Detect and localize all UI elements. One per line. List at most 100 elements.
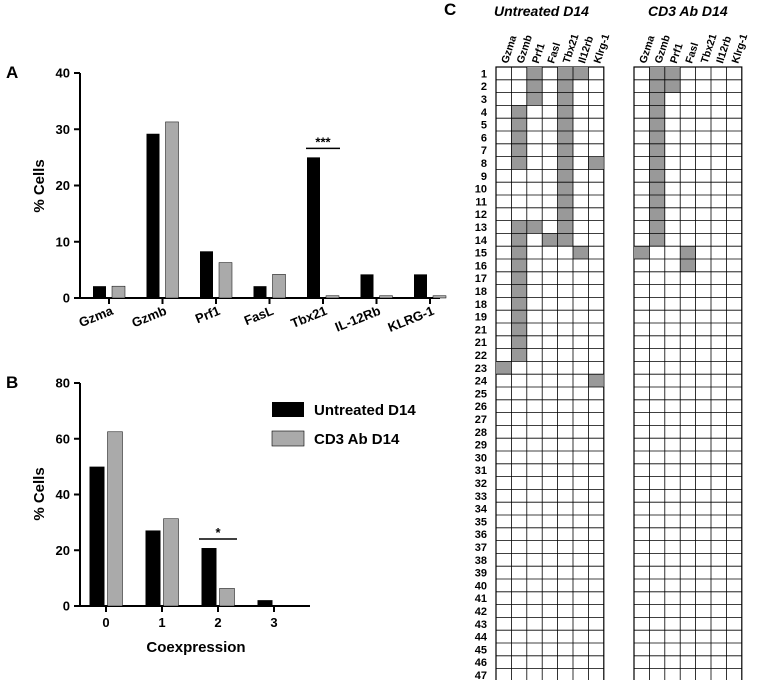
- legend-label-untreated: Untreated D14: [314, 402, 416, 419]
- grid-cell-filled: [649, 207, 665, 221]
- grid-row-label: 16: [475, 260, 487, 272]
- grid-row-label: 28: [475, 427, 487, 439]
- grid-cell-filled: [649, 156, 665, 170]
- chart-a-bar-untreated-fasl: [253, 286, 267, 298]
- chart-a-bar-cd3-il-12rb: [379, 295, 393, 299]
- grid-row-label: 5: [481, 120, 487, 132]
- chart-a-xtick-label: Gzmb: [130, 303, 169, 330]
- grid-row-label: 12: [475, 209, 487, 221]
- grid-cell-filled: [649, 92, 665, 106]
- grid-cell-filled: [557, 156, 573, 170]
- grid-cell-filled: [511, 310, 527, 323]
- grid-cell-filled: [649, 220, 665, 234]
- grid-cell-filled: [649, 79, 665, 93]
- panel-label-b: B: [6, 373, 18, 392]
- grid-row-label: 3: [481, 94, 487, 106]
- grid-cell-filled: [557, 182, 573, 195]
- chart-b-bar-cd3-1: [163, 518, 179, 607]
- grid-row-label: 27: [475, 414, 487, 426]
- grid-cell-filled: [649, 182, 665, 195]
- grid-row-label: 9: [481, 171, 487, 183]
- chart-b-xtick-label: 2: [214, 615, 221, 630]
- grid-cell-filled: [557, 207, 573, 221]
- grid-row-label: 36: [475, 529, 487, 541]
- grid-cell-filled: [557, 220, 573, 234]
- chart-b-xtick-label: 0: [102, 615, 109, 630]
- grid-cell-filled: [511, 335, 527, 349]
- grid-cell-filled: [511, 259, 527, 272]
- chart-b-xtick-label: 1: [158, 615, 165, 630]
- legend-label-cd3: CD3 Ab D14: [314, 431, 400, 448]
- grid-row-label: 7: [481, 145, 487, 157]
- grid-row-label: 6: [481, 132, 487, 144]
- panel-label-c: C: [444, 0, 456, 19]
- grid-row-label: 44: [475, 632, 488, 644]
- grid-row-label: 17: [475, 273, 487, 285]
- grid-title-cd3: CD3 Ab D14: [648, 3, 728, 19]
- chart-a-bar-cd3-prf1: [218, 262, 233, 299]
- grid-row-label: 37: [475, 542, 487, 554]
- chart-a-xtick-label: Gzma: [77, 303, 116, 330]
- grid-cell-filled: [511, 246, 527, 259]
- chart-b-bar-untreated-3: [257, 600, 273, 606]
- grid-cell-filled: [511, 118, 527, 131]
- grid-cell-filled: [511, 323, 527, 336]
- grid-cell-filled: [511, 156, 527, 170]
- chart-a-bar-untreated-gzmb: [146, 133, 160, 298]
- chart-c: Untreated D14 CD3 Ab D14 GzmaGzmbPrf1Fas…: [475, 3, 751, 680]
- chart-b-ytick-label: 80: [56, 376, 70, 391]
- grid-cell-filled: [511, 297, 527, 311]
- chart-a-bar-untreated-tbx21: [307, 157, 320, 298]
- grid-cell-filled: [511, 284, 527, 298]
- grid-cell-filled: [542, 233, 558, 247]
- grid-row-label: 11: [475, 196, 487, 208]
- chart-a-bar-untreated-prf1: [200, 251, 213, 298]
- legend-swatch-cd3: [271, 430, 305, 447]
- grid-cell-filled: [557, 79, 573, 93]
- chart-a-bar-cd3-gzmb: [165, 121, 179, 299]
- chart-a-bar-untreated-klrg-1: [414, 274, 427, 298]
- grid-row-label: 32: [475, 478, 487, 490]
- grid-cell-filled: [511, 233, 527, 247]
- chart-a-bar-untreated-gzma: [93, 286, 106, 298]
- chart-a-ytick-label: 30: [56, 122, 70, 137]
- grid-cell-filled: [557, 118, 573, 131]
- chart-b-legend: Untreated D14 CD3 Ab D14: [271, 402, 416, 448]
- grid-row-label: 21: [475, 337, 487, 349]
- chart-a: 0 10 20 30 40 Gzma Gzmb Prf1 FasL Tbx21 IL-12Rb KL…: [31, 66, 447, 335]
- grid-row-label: 8: [481, 158, 487, 170]
- grid-row-label: 24: [475, 376, 488, 388]
- grid-cell-filled: [649, 169, 665, 183]
- grid-cell-filled: [526, 67, 543, 80]
- grid-cell-filled: [649, 233, 665, 247]
- grid-row-label: 31: [475, 465, 487, 477]
- chart-a-bar-cd3-tbx21: [325, 295, 340, 299]
- grid-row-label: 26: [475, 401, 487, 413]
- grid-row-label: 40: [475, 580, 487, 592]
- grid-cell-filled: [634, 246, 650, 259]
- grid-cell-filled: [496, 361, 512, 375]
- panel-label-a: A: [6, 63, 18, 82]
- grid-cell-filled: [557, 92, 573, 106]
- chart-b-significance-label: *: [215, 525, 221, 540]
- chart-a-ytick-label: 10: [56, 234, 70, 249]
- chart-b-y-label: % Cells: [31, 467, 48, 520]
- grid-row-label: 10: [475, 184, 487, 196]
- chart-a-xtick-label: IL-12Rb: [333, 303, 383, 335]
- grid-row-label: 35: [475, 516, 487, 528]
- grid-cell-filled: [557, 233, 573, 247]
- grid-cell-filled: [526, 79, 543, 93]
- grid-cell-filled: [649, 195, 665, 208]
- grid-row-label: 39: [475, 568, 487, 580]
- grid-cell-filled: [526, 92, 543, 106]
- grid-cell-filled: [557, 143, 573, 157]
- grid-cell-filled: [557, 105, 573, 119]
- grid-cell-filled: [511, 105, 527, 119]
- chart-b-xtick-label: 3: [270, 615, 277, 630]
- grid-column-label: Klrg-1: [730, 32, 751, 65]
- chart-a-xtick-label: KLRG-1: [386, 303, 436, 335]
- grid-cell-filled: [511, 348, 527, 362]
- chart-b-x-label: Coexpression: [146, 639, 245, 656]
